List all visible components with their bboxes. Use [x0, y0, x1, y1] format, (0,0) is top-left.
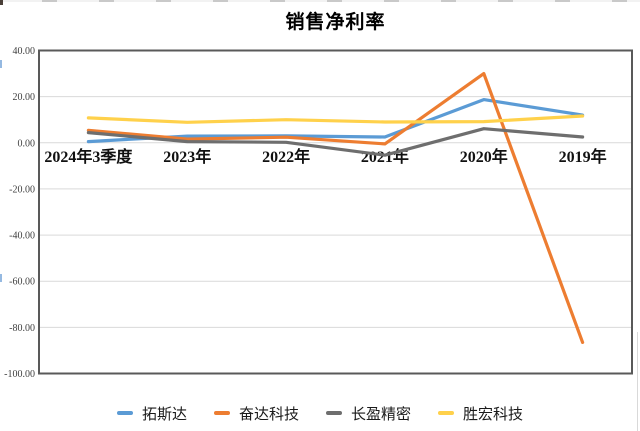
plot-border	[38, 49, 633, 375]
legend-item: 拓斯达	[116, 403, 187, 424]
legend-label: 拓斯达	[141, 406, 187, 423]
y-tick-label: -40.00	[9, 231, 35, 242]
y-tick-label: -60.00	[9, 277, 35, 288]
y-tick-label: 0.00	[18, 138, 36, 149]
legend-item: 胜宏科技	[438, 403, 523, 424]
legend-marker	[213, 411, 230, 415]
y-tick-label: 40.00	[13, 46, 36, 57]
x-axis-label: 2022年	[262, 147, 310, 166]
legend-marker	[326, 411, 342, 415]
legend-marker	[438, 411, 455, 415]
x-axis-label: 2023年	[163, 147, 211, 166]
chart-title: 销售净利率	[285, 12, 386, 33]
series-line	[86, 114, 585, 124]
x-axis-label: 2019年	[559, 147, 607, 166]
chart-legend: 拓斯达 奋达科技 长盈精密 胜宏科技	[0, 401, 640, 425]
legend-label: 长盈精密	[351, 406, 412, 423]
x-axis-label: 2020年	[460, 147, 508, 166]
legend-item: 长盈精密	[326, 403, 411, 424]
legend-label: 胜宏科技	[463, 406, 524, 423]
series-line	[86, 71, 585, 344]
y-tick-label: 20.00	[13, 92, 36, 103]
screen-artifact-left-edge	[0, 60, 2, 68]
y-tick-label: -100.00	[4, 369, 35, 380]
spreadsheet-top-gridline	[0, 0, 640, 2]
series-line	[86, 127, 585, 157]
x-axis-label: 2024年3季度	[44, 147, 133, 166]
y-tick-label: -20.00	[9, 184, 35, 195]
legend-marker	[116, 411, 133, 415]
screen-artifact-corner	[0, 0, 3, 5]
legend-item: 奋达科技	[213, 403, 299, 424]
screen-artifact-left-edge	[0, 274, 2, 282]
y-tick-label: -80.00	[9, 323, 35, 334]
spreadsheet-column-border	[637, 332, 638, 431]
legend-label: 奋达科技	[238, 406, 299, 423]
